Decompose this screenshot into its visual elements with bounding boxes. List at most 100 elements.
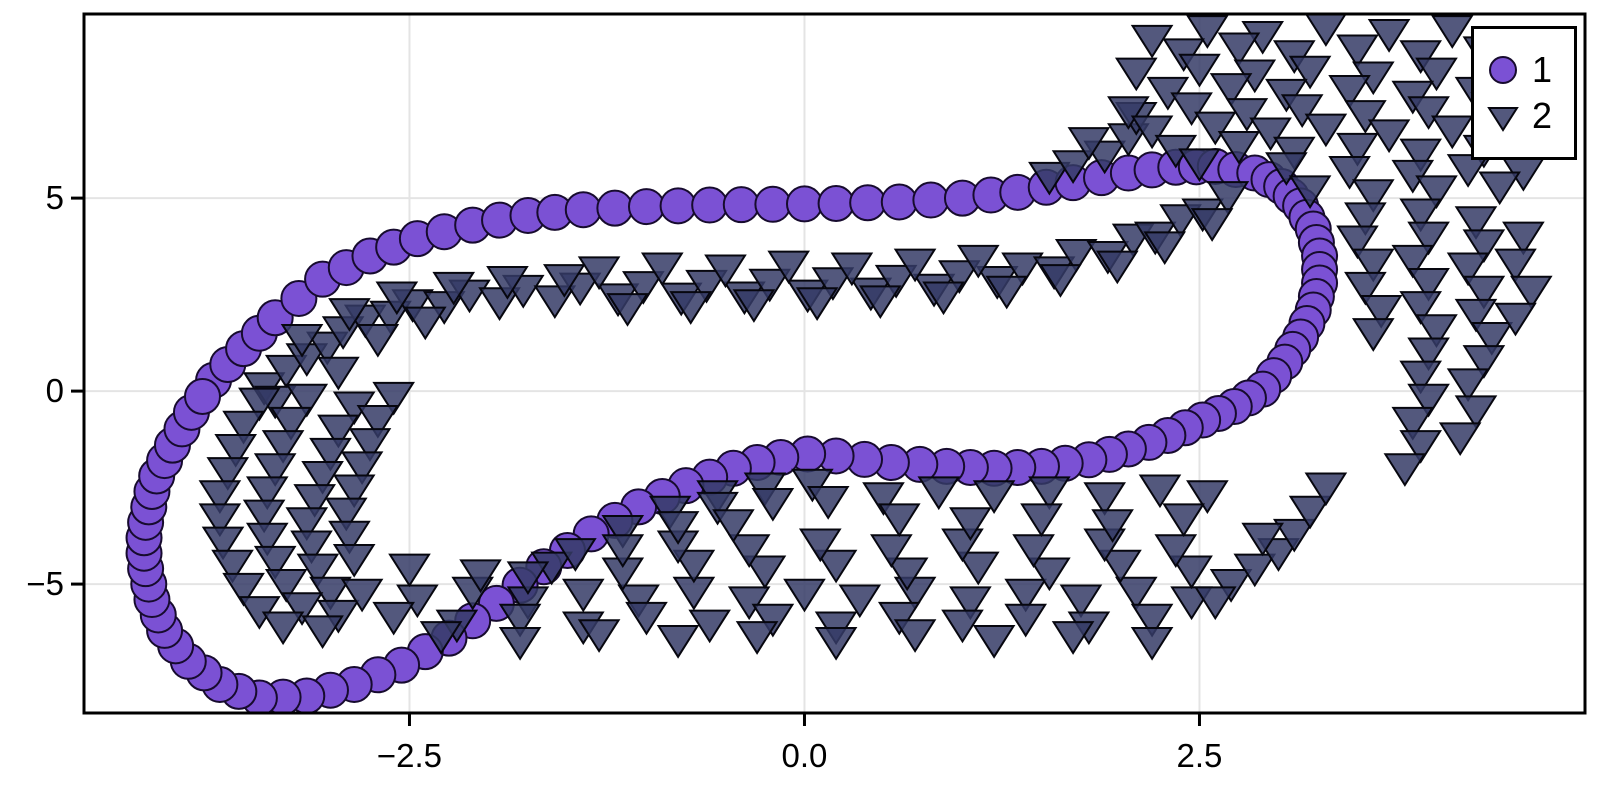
- data-point-triangle: [1478, 171, 1521, 206]
- data-point-triangle: [264, 354, 308, 389]
- data-point-triangle: [922, 281, 965, 316]
- data-point-triangle: [1391, 406, 1435, 441]
- data-point-triangle: [727, 586, 771, 621]
- data-point-triangle: [1265, 152, 1308, 186]
- data-point-triangle: [601, 534, 645, 568]
- data-point-triangle: [1446, 154, 1490, 188]
- data-point-circle: [659, 187, 697, 225]
- data-point-triangle: [306, 331, 349, 366]
- data-point-triangle: [1178, 53, 1221, 88]
- data-point-triangle: [601, 515, 645, 549]
- data-point-triangle: [1494, 248, 1537, 283]
- data-point-triangle: [577, 256, 621, 291]
- data-point-triangle: [372, 381, 415, 416]
- data-point-triangle: [1280, 94, 1324, 128]
- data-point-triangle: [1344, 100, 1387, 134]
- data-point-triangle: [685, 269, 728, 304]
- data-point-triangle: [328, 520, 371, 555]
- series-2-triangle-down: [198, 14, 1553, 661]
- data-point-triangle: [253, 545, 297, 580]
- data-point-triangle: [893, 248, 937, 283]
- data-point-triangle: [795, 287, 839, 321]
- data-point-triangle: [1399, 360, 1442, 395]
- data-point-triangle: [877, 503, 921, 538]
- data-point-triangle: [498, 603, 542, 638]
- data-point-triangle: [1438, 422, 1482, 457]
- data-point-triangle: [1138, 474, 1182, 509]
- data-point-triangle: [1001, 252, 1044, 287]
- data-point-triangle: [328, 298, 371, 332]
- data-point-triangle: [340, 578, 384, 613]
- data-point-triangle: [938, 260, 981, 294]
- data-point-triangle: [403, 306, 447, 341]
- data-point-triangle: [222, 572, 265, 607]
- data-point-triangle: [1154, 534, 1198, 568]
- data-point-triangle: [1186, 480, 1229, 514]
- data-point-triangle: [874, 264, 918, 299]
- data-point-triangle: [1454, 298, 1498, 333]
- data-point-triangle: [1225, 98, 1269, 132]
- data-point-triangle: [696, 491, 739, 526]
- data-point-triangle: [1012, 534, 1055, 568]
- data-point-triangle: [669, 291, 713, 325]
- data-point-triangle: [1130, 115, 1174, 150]
- data-point-triangle: [751, 487, 795, 522]
- data-point-triangle: [264, 569, 308, 603]
- data-point-triangle: [625, 601, 668, 636]
- data-point-triangle: [269, 406, 313, 441]
- data-point-triangle: [372, 601, 415, 636]
- data-point-triangle: [317, 414, 360, 449]
- data-point-triangle: [1130, 626, 1174, 661]
- data-point-triangle: [606, 293, 649, 327]
- data-point-triangle: [1351, 248, 1395, 283]
- data-point-triangle: [1217, 32, 1261, 67]
- data-point-triangle: [893, 619, 937, 653]
- data-point-triangle: [478, 287, 521, 321]
- data-point-triangle: [577, 619, 621, 653]
- data-point-circle: [849, 184, 887, 222]
- data-point-triangle: [1336, 225, 1379, 260]
- data-point-triangle: [838, 584, 882, 619]
- data-point-triangle: [1039, 264, 1082, 298]
- data-point-triangle: [617, 584, 660, 619]
- data-point-triangle: [767, 250, 810, 285]
- data-point-triangle: [201, 526, 245, 561]
- data-point-triangle: [348, 428, 392, 462]
- data-point-triangle: [1328, 74, 1371, 109]
- data-point-triangle: [1004, 578, 1047, 613]
- data-point-circle: [722, 186, 760, 224]
- data-point-triangle: [1336, 132, 1379, 167]
- data-point-circle: [627, 188, 665, 226]
- data-point-triangle: [748, 268, 792, 303]
- data-point-triangle: [1170, 92, 1213, 127]
- data-point-triangle: [1415, 314, 1458, 348]
- data-point-triangle: [1304, 472, 1348, 507]
- data-point-triangle: [1241, 522, 1284, 557]
- data-point-triangle: [704, 254, 747, 289]
- data-point-triangle: [198, 480, 242, 514]
- data-point-triangle: [1028, 557, 1071, 592]
- data-point-triangle: [956, 551, 1000, 586]
- data-point-triangle: [253, 453, 297, 487]
- data-point-triangle: [1114, 576, 1158, 611]
- data-point-circle: [785, 185, 823, 223]
- data-point-triangle: [917, 476, 961, 511]
- data-point-triangle: [1383, 453, 1427, 487]
- data-point-triangle: [791, 468, 834, 503]
- data-point-triangle: [280, 323, 324, 358]
- triangle-down-legend-icon: [1487, 107, 1519, 132]
- data-point-triangle: [688, 609, 731, 644]
- data-point-triangle: [1209, 569, 1253, 603]
- data-point-triangle: [1130, 24, 1174, 59]
- data-point-triangle: [1454, 206, 1498, 240]
- data-point-triangle: [1415, 175, 1458, 210]
- data-point-triangle: [798, 528, 842, 563]
- data-point-triangle: [1162, 503, 1205, 538]
- data-point-triangle: [1257, 538, 1300, 572]
- data-point-triangle: [732, 289, 776, 323]
- data-point-triangle: [862, 482, 905, 516]
- data-point-triangle: [238, 387, 281, 422]
- data-point-triangle: [1399, 40, 1442, 74]
- data-point-triangle: [830, 252, 874, 287]
